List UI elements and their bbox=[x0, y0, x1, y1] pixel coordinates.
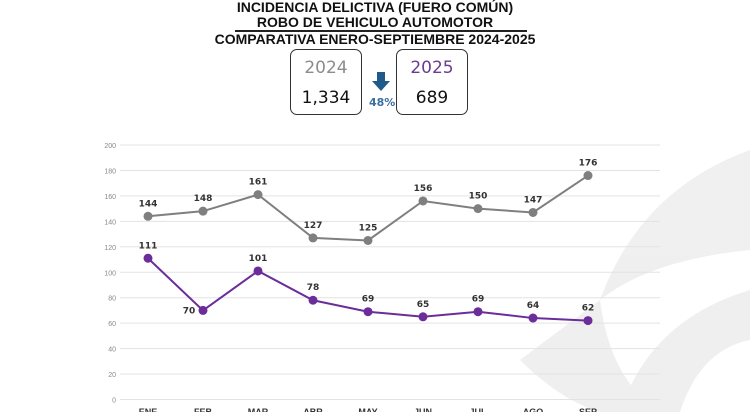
series-line-0 bbox=[147, 174, 589, 242]
y-tick-label: 40 bbox=[108, 347, 116, 354]
data-label: 156 bbox=[414, 184, 433, 194]
title-line-2: ROBO DE VEHICULO AUTOMOTOR bbox=[256, 14, 494, 30]
data-label: 64 bbox=[527, 301, 540, 311]
change-percent: 48% bbox=[369, 96, 396, 109]
data-label: 125 bbox=[359, 223, 378, 233]
title-line-1: INCIDENCIA DELICTIVA (FUERO COMÚN) bbox=[236, 0, 514, 15]
data-label: 144 bbox=[139, 199, 158, 209]
x-tick-label: FEB bbox=[194, 407, 213, 412]
y-tick-label: 100 bbox=[104, 270, 116, 277]
data-point bbox=[143, 253, 153, 263]
data-point bbox=[583, 316, 593, 326]
data-point bbox=[253, 190, 263, 200]
y-tick-label: 120 bbox=[104, 245, 116, 252]
data-point bbox=[528, 313, 538, 323]
title-divider bbox=[235, 30, 527, 32]
total-value: 689 bbox=[415, 88, 449, 108]
y-tick-label: 60 bbox=[108, 321, 116, 328]
summary-box-2024: 2024 1,334 bbox=[290, 49, 362, 115]
data-label: 69 bbox=[362, 295, 375, 305]
data-point bbox=[308, 233, 318, 243]
year-label: 2025 bbox=[410, 58, 454, 78]
summary-box-2025: 2025 689 bbox=[396, 49, 468, 115]
data-point bbox=[308, 295, 318, 305]
data-label: 127 bbox=[304, 221, 323, 231]
watermark-logo bbox=[520, 150, 750, 412]
data-label: 69 bbox=[472, 295, 485, 305]
data-label: 148 bbox=[194, 194, 213, 204]
year-label: 2024 bbox=[304, 58, 348, 78]
data-label: 65 bbox=[417, 300, 430, 310]
data-point bbox=[528, 207, 538, 217]
data-label: 176 bbox=[579, 159, 598, 169]
data-point bbox=[473, 204, 483, 214]
data-point bbox=[198, 206, 208, 216]
y-tick-label: 0 bbox=[112, 398, 116, 405]
x-tick-label: SEP bbox=[579, 407, 597, 412]
data-point bbox=[198, 305, 208, 315]
data-label: 147 bbox=[524, 195, 543, 205]
x-tick-label: JUN bbox=[414, 407, 432, 412]
x-tick-label: ENE bbox=[139, 407, 158, 412]
title-line-3: COMPARATIVA ENERO-SEPTIEMBRE 2024-2025 bbox=[214, 31, 536, 47]
data-point bbox=[583, 171, 593, 181]
data-label: 161 bbox=[249, 178, 268, 188]
total-value: 1,334 bbox=[301, 88, 351, 108]
x-tick-label: JUL bbox=[469, 407, 487, 412]
y-tick-label: 80 bbox=[108, 296, 116, 303]
series-line-1 bbox=[147, 257, 589, 322]
x-tick-label: MAR bbox=[248, 407, 269, 412]
data-point bbox=[143, 211, 153, 221]
data-point bbox=[253, 266, 263, 276]
data-label: 111 bbox=[139, 241, 158, 251]
data-label: 62 bbox=[582, 304, 595, 314]
data-point bbox=[363, 235, 373, 245]
data-point bbox=[473, 307, 483, 317]
data-label: 101 bbox=[249, 254, 268, 264]
data-label: 70 bbox=[183, 306, 196, 316]
x-tick-label: MAY bbox=[358, 407, 377, 412]
y-tick-label: 140 bbox=[104, 219, 116, 226]
data-point bbox=[418, 196, 428, 206]
data-label: 150 bbox=[469, 192, 488, 202]
x-tick-label: ABR bbox=[303, 407, 323, 412]
y-tick-label: 20 bbox=[108, 372, 116, 379]
data-point bbox=[363, 307, 373, 317]
x-tick-label: AGO bbox=[523, 407, 544, 412]
arrow-down-icon bbox=[372, 72, 390, 91]
y-tick-label: 200 bbox=[104, 143, 116, 150]
data-label: 78 bbox=[307, 283, 320, 293]
data-point bbox=[418, 312, 428, 322]
y-tick-label: 180 bbox=[104, 168, 116, 175]
y-tick-label: 160 bbox=[104, 194, 116, 201]
